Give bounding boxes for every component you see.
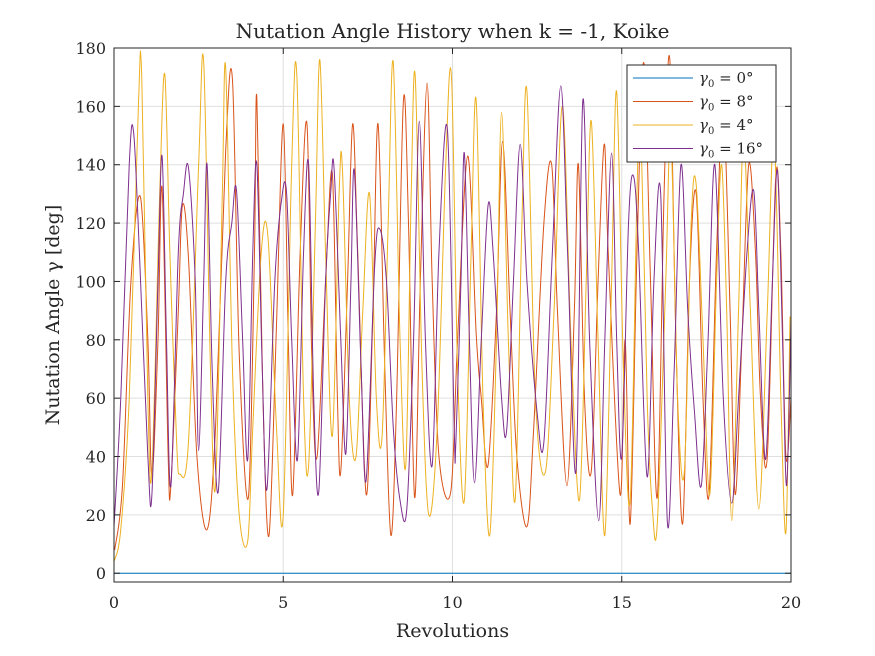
- legend-label: γ0 = 16°: [699, 140, 763, 161]
- y-tick-label: 180: [75, 39, 106, 58]
- y-tick-label: 40: [86, 448, 106, 467]
- y-tick-label: 100: [75, 272, 106, 291]
- chart-title: Nutation Angle History when k = -1, Koik…: [236, 19, 670, 43]
- legend-label: γ0 = 8°: [699, 93, 754, 114]
- ticks: 0 5 10 15 20 0 20 40 60 80 100 120 140 160 180: [75, 39, 801, 612]
- y-axis-label: Nutation Angle γ [deg]: [42, 205, 64, 426]
- legend: γ0 = 0° γ0 = 8°γ0 = 4° γ0 = 16°: [626, 64, 777, 163]
- y-tick-label: 80: [86, 331, 106, 350]
- y-tick-label: 120: [75, 214, 106, 233]
- y-tick-label: 20: [86, 506, 106, 525]
- series-layer: [114, 50, 791, 574]
- y-tick-label: 60: [86, 389, 106, 408]
- x-tick-label: 15: [612, 593, 632, 612]
- x-axis-label: Revolutions: [396, 620, 509, 642]
- x-tick-label: 20: [781, 593, 801, 612]
- y-tick-label: 160: [75, 97, 106, 116]
- legend-label: γ0 = 4°: [699, 116, 754, 137]
- x-tick-label: 5: [278, 593, 288, 612]
- series-line-3: [114, 85, 791, 529]
- x-tick-label: 0: [109, 593, 119, 612]
- series-line-2: [114, 50, 791, 562]
- y-tick-label: 0: [96, 564, 106, 583]
- legend-label: γ0 = 0°: [699, 69, 754, 90]
- x-tick-label: 10: [442, 593, 462, 612]
- legend-box: [626, 64, 777, 163]
- y-tick-label: 140: [75, 156, 106, 175]
